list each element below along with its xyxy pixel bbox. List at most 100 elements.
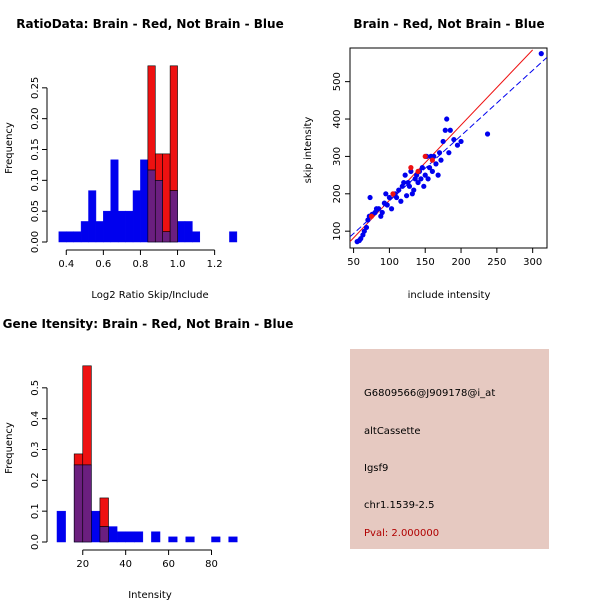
scatter-point-blue bbox=[435, 172, 441, 178]
gene-histogram-y-tick-label: 0.3 bbox=[30, 442, 41, 458]
ratio-histogram-blue-bar bbox=[192, 231, 201, 243]
scatter-point-blue bbox=[383, 191, 389, 197]
pval-text: Pval: 2.000000 bbox=[364, 528, 439, 539]
scatter-point-blue bbox=[436, 150, 443, 156]
scatter-point-blue bbox=[388, 206, 395, 212]
scatter-point-blue bbox=[454, 142, 461, 148]
scatter-x-tick-label: 200 bbox=[451, 257, 470, 268]
scatter-point-blue bbox=[426, 165, 433, 171]
ratio-histogram-blue-bar bbox=[73, 231, 82, 243]
scatter-point-blue bbox=[403, 193, 410, 199]
scatter-x-tick-label: 50 bbox=[347, 257, 360, 268]
scatter-point-blue bbox=[415, 179, 421, 186]
ratio-histogram-x-tick-label: 0.8 bbox=[132, 259, 148, 270]
scatter-point-blue bbox=[538, 51, 544, 57]
ratio-histogram-red-bar bbox=[162, 153, 171, 233]
gene-histogram-title: Gene Itensity: Brain - Red, Not Brain - … bbox=[3, 317, 294, 331]
ratio-histogram: RatioData: Brain - Red, Not Brain - Blue… bbox=[4, 17, 284, 301]
ratio-histogram-blue-bar bbox=[132, 190, 141, 243]
ratio-histogram-blue-bar bbox=[88, 190, 97, 243]
ratio-histogram-overlap-bar bbox=[154, 180, 163, 243]
scatter-x-tick-label: 250 bbox=[487, 257, 506, 268]
scatter-point-blue bbox=[458, 138, 464, 145]
gene-histogram-blue-bar bbox=[168, 536, 178, 543]
gene-histogram-y-tick-label: 0.1 bbox=[30, 503, 41, 519]
scatter-title: Brain - Red, Not Brain - Blue bbox=[353, 17, 544, 31]
scatter-xlabel: include intensity bbox=[408, 290, 491, 301]
scatter-point-blue bbox=[433, 161, 439, 167]
probe-id-text: G6809566@J909178@i_at bbox=[364, 388, 495, 399]
gene-histogram-blue-bar bbox=[56, 510, 66, 543]
scatter-ylabel: skip intensity bbox=[303, 117, 314, 184]
scatter-point-blue bbox=[421, 183, 427, 189]
scatter-point-blue bbox=[484, 131, 491, 137]
scatter-point-blue bbox=[384, 202, 390, 208]
gene-histogram-red-bar bbox=[82, 365, 92, 466]
scatter-point-blue bbox=[402, 172, 408, 178]
gene-histogram-overlap-bar bbox=[99, 526, 109, 543]
scatter-point-red bbox=[415, 168, 421, 174]
gene-histogram-red-bar bbox=[73, 453, 84, 466]
scatter-point-blue bbox=[425, 176, 431, 182]
gene-histogram-blue-bar bbox=[134, 531, 144, 543]
location-text: chr1.1539-2.5 bbox=[364, 500, 434, 511]
ratio-histogram-blue-bar bbox=[95, 221, 104, 243]
scatter-x-tick-label: 100 bbox=[380, 257, 399, 268]
gene-histogram-y-tick-label: 0.5 bbox=[30, 380, 41, 396]
gene-histogram-blue-bar bbox=[125, 531, 135, 543]
scatter-point-blue bbox=[447, 127, 453, 133]
scatter-point-blue bbox=[438, 157, 444, 163]
scatter-point-red bbox=[368, 213, 375, 219]
scatter-point-blue bbox=[411, 187, 417, 193]
scatter-point-blue bbox=[446, 150, 452, 156]
gene-histogram-red-bar bbox=[99, 497, 109, 527]
scatter-point-blue bbox=[393, 194, 400, 201]
ratio-histogram-blue-bar bbox=[66, 231, 74, 243]
gene-histogram-x-tick-label: 80 bbox=[205, 559, 218, 570]
gene-histogram-overlap-bar bbox=[73, 464, 84, 543]
scatter-point-blue bbox=[418, 176, 424, 182]
ratio-histogram-x-tick-label: 1.2 bbox=[207, 259, 223, 270]
ratio-histogram-x-tick-label: 0.6 bbox=[95, 259, 111, 270]
scatter-point-blue bbox=[451, 136, 457, 143]
scatter-point-red bbox=[408, 165, 414, 171]
scatter-point-red bbox=[429, 157, 435, 163]
ratio-histogram-blue-bar bbox=[80, 221, 89, 243]
scatter-point-blue bbox=[408, 168, 414, 174]
ratio-histogram-y-tick-label: 0.25 bbox=[30, 77, 41, 99]
ratio-histogram-blue-bar bbox=[229, 231, 238, 243]
scatter-point-blue bbox=[379, 209, 385, 216]
scatter-point-red bbox=[390, 191, 396, 197]
scatter-point-blue bbox=[406, 183, 413, 189]
scatter-x-tick-label: 300 bbox=[523, 257, 542, 268]
scatter-point-blue bbox=[398, 198, 404, 204]
intensity-scatter: Brain - Red, Not Brain - Blue include in… bbox=[303, 17, 548, 301]
gene-histogram-y-tick-label: 0.4 bbox=[30, 411, 41, 427]
gene-histogram-y-tick-label: 0.2 bbox=[30, 472, 41, 488]
ratio-histogram-red-bar bbox=[154, 153, 163, 181]
ratio-histogram-blue-bar bbox=[103, 210, 112, 243]
ratio-histogram-blue-bar bbox=[140, 159, 149, 243]
gene-histogram-blue-bar bbox=[228, 536, 238, 543]
scatter-point-red bbox=[422, 153, 428, 160]
gene-histogram-xlabel: Intensity bbox=[128, 590, 172, 600]
gene-histogram-x-tick-label: 20 bbox=[76, 559, 89, 570]
ratio-histogram-title: RatioData: Brain - Red, Not Brain - Blue bbox=[16, 17, 283, 31]
ratio-histogram-overlap-bar bbox=[162, 231, 171, 243]
ratio-histogram-y-tick-label: 0.15 bbox=[30, 138, 41, 160]
gene-histogram-ylabel: Frequency bbox=[4, 422, 15, 474]
scatter-point-blue bbox=[419, 165, 425, 171]
scatter-y-tick-label: 100 bbox=[332, 222, 343, 241]
probe-info-panel: G6809566@J909178@i_at altCassette Igsf9 … bbox=[350, 349, 549, 549]
gene-histogram-overlap-bar bbox=[82, 464, 92, 543]
ratio-histogram-y-tick-label: 0.00 bbox=[30, 231, 41, 253]
ratio-histogram-blue-bar bbox=[117, 210, 126, 243]
ratio-histogram-y-tick-label: 0.20 bbox=[30, 108, 41, 130]
scatter-y-tick-label: 400 bbox=[332, 109, 343, 128]
ratio-histogram-x-tick-label: 1.0 bbox=[170, 259, 186, 270]
event-type-text: altCassette bbox=[364, 426, 421, 437]
ratio-histogram-ylabel: Frequency bbox=[4, 122, 15, 174]
ratio-histogram-x-tick-label: 0.4 bbox=[58, 259, 74, 270]
scatter-point-blue bbox=[401, 179, 407, 186]
scatter-point-blue bbox=[386, 194, 392, 201]
